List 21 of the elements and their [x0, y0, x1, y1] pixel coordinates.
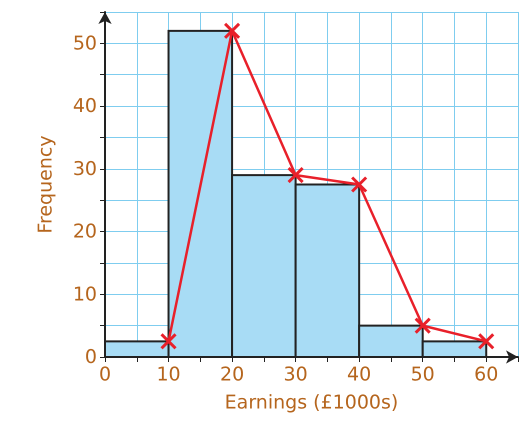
x-tick-label: 40 [347, 364, 372, 386]
y-tick-label: 10 [72, 283, 97, 306]
y-tick-label: 0 [84, 346, 97, 368]
point [287, 166, 304, 184]
x-tick-label: 60 [474, 364, 498, 386]
point [478, 332, 495, 350]
x-tick-label: 20 [220, 364, 244, 386]
y-tick-label: 50 [72, 32, 97, 54]
y-tick-label: 30 [72, 158, 97, 180]
point [160, 332, 178, 350]
point [224, 22, 241, 40]
point [414, 317, 432, 334]
point [350, 176, 368, 193]
x-axis-title: Earnings (£1000s) [224, 392, 398, 414]
y-axis-title: Frequency [34, 135, 56, 234]
y-tick-label: 40 [72, 95, 97, 118]
x-tick-label: 30 [284, 364, 308, 386]
x-tick-label: 50 [410, 364, 435, 386]
x-tick-label: 10 [156, 364, 181, 386]
y-tick-label: 20 [72, 220, 97, 243]
x-tick-label: 0 [98, 364, 112, 386]
